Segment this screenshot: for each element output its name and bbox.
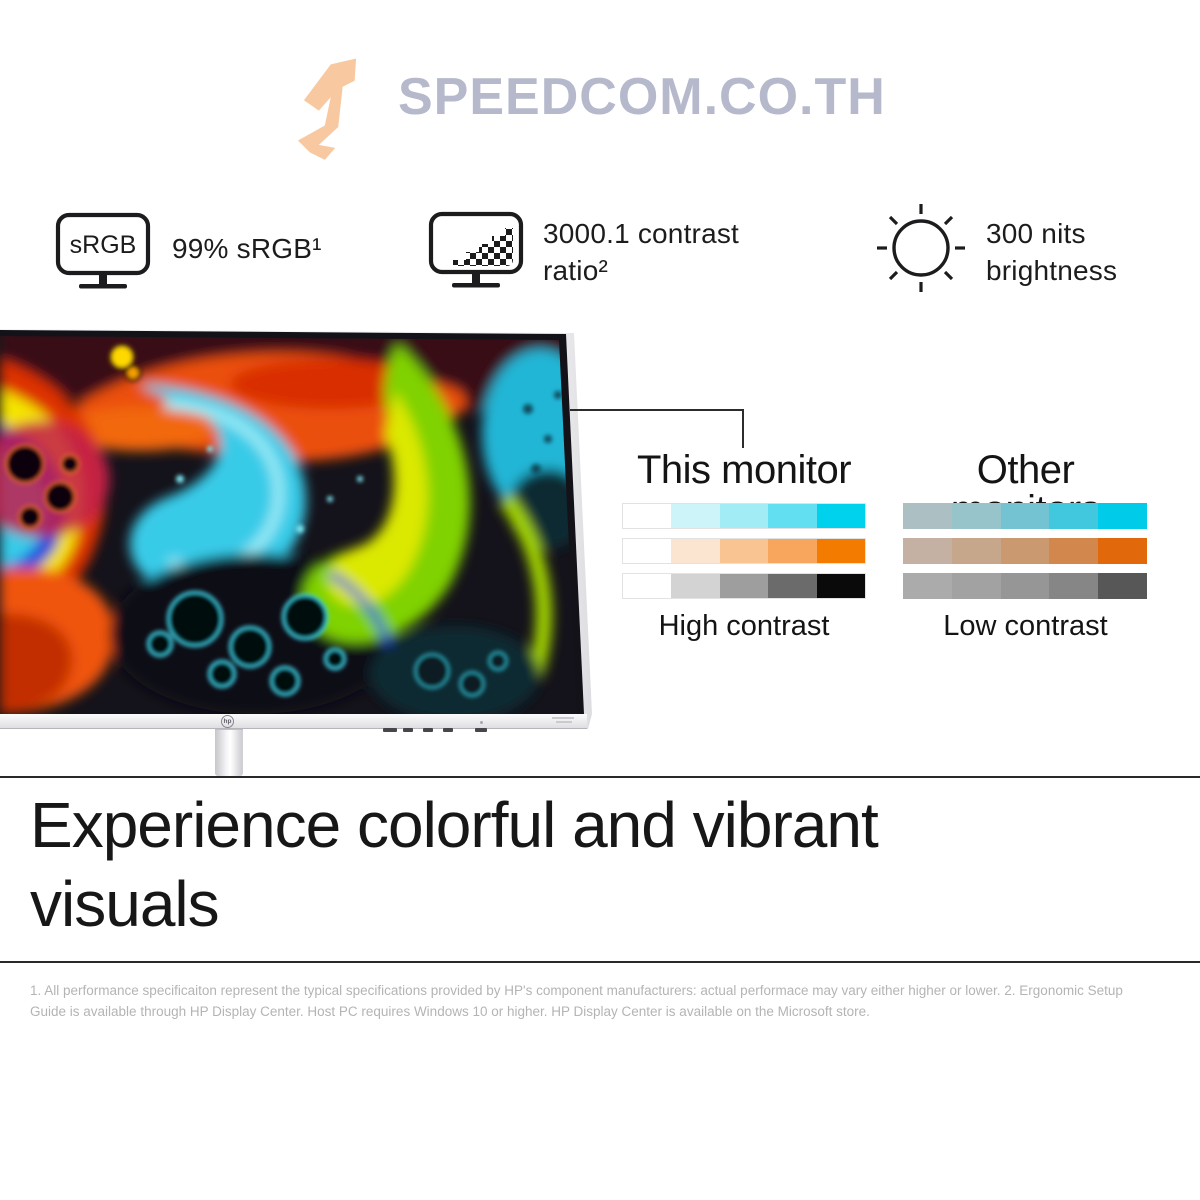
spec-text-line: 300 nits <box>986 218 1086 249</box>
swatch-cell <box>1098 573 1147 599</box>
swatch-row-grayscale <box>622 573 866 599</box>
swatch-cell <box>903 538 952 564</box>
swatch-group-this-monitor <box>622 503 866 608</box>
swatch-cell <box>719 539 769 563</box>
spec-item-brightness <box>871 198 971 298</box>
monitor-osd-button <box>403 728 413 732</box>
swatch-cell <box>1000 503 1050 529</box>
spec-text-srgb: 99% sRGB¹ <box>172 233 322 264</box>
swatch-cell <box>903 503 952 529</box>
contrast-checkerboard-icon <box>428 211 524 297</box>
swatch-cell <box>719 574 769 598</box>
heading-line: Experience colorful and vibrant <box>30 789 879 861</box>
hp-logo: hp <box>221 715 234 728</box>
swatch-cell <box>623 504 672 528</box>
spec-item-srgb: sRGB <box>55 212 151 298</box>
brand-logo: SPEEDCOM.CO.TH <box>292 44 886 178</box>
callout-line <box>570 409 744 411</box>
monitor-stand <box>215 729 243 776</box>
spec-text-contrast: 3000.1 contrast ratio² <box>543 215 739 289</box>
spec-text-line: ratio² <box>543 255 608 286</box>
divider-line <box>0 776 1200 778</box>
swatch-cell <box>903 573 952 599</box>
monitor-power-button <box>475 728 487 732</box>
swatch-cell <box>1098 538 1147 564</box>
swatch-cell <box>816 539 866 563</box>
swatch-cell <box>951 573 1001 599</box>
swatch-row-grayscale <box>903 573 1147 599</box>
swatch-cell <box>671 504 720 528</box>
monitor-osd-button <box>423 728 433 732</box>
srgb-monitor-icon: sRGB <box>55 212 151 298</box>
swatch-row-orange <box>622 538 866 564</box>
power-led <box>480 721 483 724</box>
brightness-sun-icon <box>871 198 971 298</box>
swatch-group-other-monitors <box>903 503 1147 608</box>
callout-line <box>742 409 744 448</box>
spec-text-brightness: 300 nits brightness <box>986 215 1117 289</box>
swatch-cell <box>816 574 866 598</box>
page-heading: Experience colorful and vibrant visuals <box>30 786 1190 944</box>
swatch-cell <box>1000 538 1050 564</box>
swatch-row-orange <box>903 538 1147 564</box>
comparison-title-this-monitor: This monitor <box>636 448 852 492</box>
swatch-row-cyan <box>903 503 1147 529</box>
swatch-cell <box>816 504 866 528</box>
swatch-cell <box>671 574 720 598</box>
swatch-cell <box>1049 573 1099 599</box>
brand-title: SPEEDCOM.CO.TH <box>398 68 886 126</box>
swatch-cell <box>768 539 817 563</box>
swatch-cell <box>671 539 720 563</box>
spec-item-contrast <box>428 211 524 297</box>
monitor-osd-button <box>383 728 397 732</box>
swatch-cell <box>623 574 672 598</box>
swatch-cell <box>1049 503 1099 529</box>
monitor-model-label <box>556 721 572 723</box>
swatch-cell <box>623 539 672 563</box>
monitor-screen <box>0 329 584 714</box>
swatch-cell <box>951 503 1001 529</box>
comparison-caption-high-contrast: High contrast <box>658 610 830 642</box>
swatch-cell <box>1049 538 1099 564</box>
swatch-row-cyan <box>622 503 866 529</box>
spec-text-line: 3000.1 contrast <box>543 218 740 249</box>
comparison-caption-low-contrast: Low contrast <box>943 610 1108 642</box>
monitor-screen-art <box>0 329 584 714</box>
swatch-cell <box>1098 503 1147 529</box>
monitor-bezel <box>0 714 587 729</box>
speedcom-s-icon <box>297 58 357 160</box>
footnote: 1. All performance specificaiton represe… <box>30 983 1123 1019</box>
swatch-cell <box>768 504 817 528</box>
divider-line <box>0 961 1200 963</box>
srgb-icon-label: sRGB <box>70 231 137 259</box>
swatch-cell <box>719 504 769 528</box>
swatch-cell <box>1000 573 1050 599</box>
swatch-cell <box>768 574 817 598</box>
monitor-model-label <box>552 717 574 719</box>
monitor-osd-button <box>443 728 453 732</box>
spec-text-line: brightness <box>986 255 1118 286</box>
swatch-cell <box>951 538 1001 564</box>
heading-line: visuals <box>30 868 220 940</box>
